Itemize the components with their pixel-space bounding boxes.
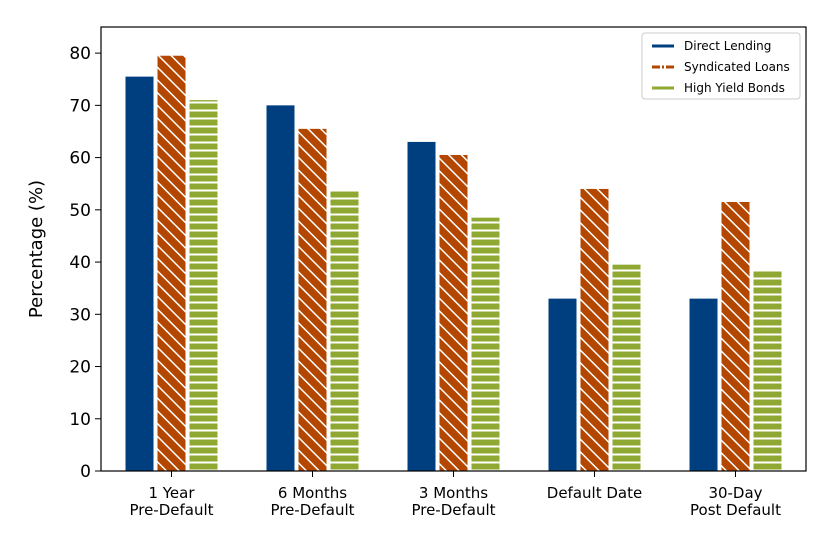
x-tick-label: 6 Months: [278, 484, 347, 502]
bars-group: [125, 55, 782, 472]
legend-label-1: Syndicated Loans: [684, 60, 790, 74]
legend-label-0: Direct Lending: [684, 39, 771, 53]
y-axis: 0 10 20 30 40 50 60 70 80: [69, 44, 101, 482]
x-tick-label: Post Default: [690, 501, 781, 519]
bar-syndicated-loans-3: [580, 188, 609, 471]
bar-syndicated-loans-2: [439, 154, 468, 471]
bar-syndicated-loans-4: [721, 201, 750, 472]
legend-box: [641, 32, 801, 100]
x-tick-label: 30-Day: [708, 484, 762, 502]
y-axis-label: Percentage (%): [26, 180, 47, 318]
y-tick-label: 20: [69, 358, 91, 378]
y-tick-label: 0: [80, 462, 91, 482]
y-tick-label: 80: [69, 44, 91, 64]
bar-direct-lending-2: [407, 141, 436, 471]
bar-direct-lending-0: [125, 76, 154, 471]
legend-label-2: High Yield Bonds: [684, 81, 785, 95]
y-tick-label: 60: [69, 149, 91, 169]
y-tick-label: 30: [69, 305, 91, 325]
bar-syndicated-loans-0: [157, 55, 186, 472]
x-tick-label: Pre-Default: [270, 501, 354, 519]
y-tick-label: 40: [69, 253, 91, 273]
x-tick-label: Pre-Default: [129, 501, 213, 519]
bar-syndicated-loans-1: [298, 128, 327, 471]
plot-frame: [100, 26, 807, 472]
x-tick-label: 3 Months: [419, 484, 488, 502]
bar-high-yield-bonds-2: [471, 217, 500, 471]
x-tick-label: Pre-Default: [411, 501, 495, 519]
x-tick-label: Default Date: [547, 484, 642, 502]
bar-direct-lending-3: [548, 298, 577, 471]
legend: Direct Lending Syndicated Loans High Yield…: [641, 32, 801, 100]
y-tick-label: 10: [69, 410, 91, 430]
y-tick-label: 50: [69, 201, 91, 221]
bar-high-yield-bonds-3: [612, 264, 641, 471]
y-tick-label: 70: [69, 96, 91, 116]
bar-high-yield-bonds-1: [330, 191, 359, 471]
bar-high-yield-bonds-4: [753, 269, 782, 471]
bar-direct-lending-4: [689, 298, 718, 471]
bar-high-yield-bonds-0: [189, 100, 218, 472]
x-tick-label: 1 Year: [148, 484, 195, 502]
bar-direct-lending-1: [266, 105, 295, 472]
